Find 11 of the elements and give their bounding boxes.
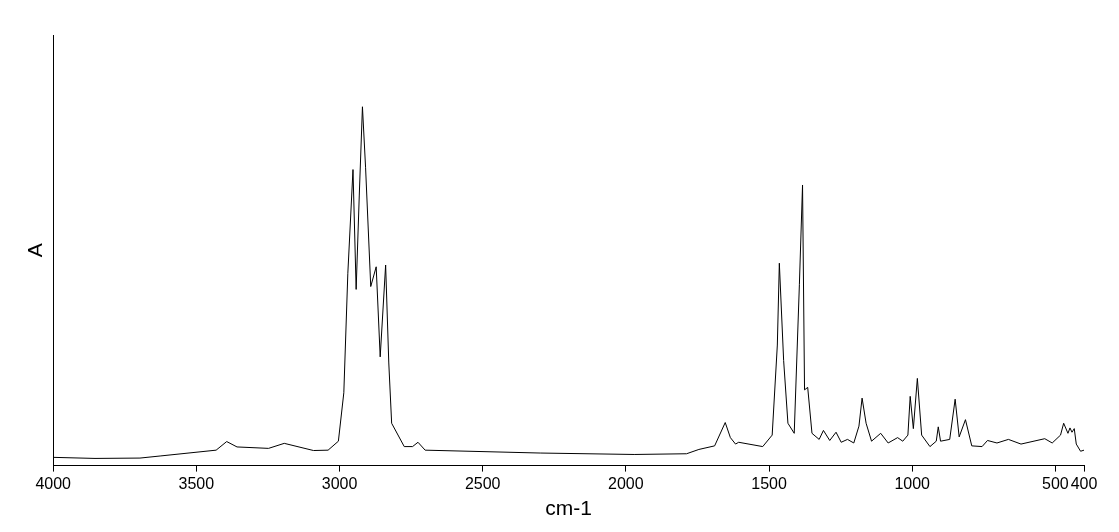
x-tick-label: 4000 <box>35 474 72 492</box>
x-tick-label: 3500 <box>178 474 215 492</box>
x-tick-label: 500 <box>1042 474 1069 492</box>
y-axis-title: A <box>23 243 47 258</box>
x-tick-label: 400 <box>1070 474 1098 492</box>
x-tick-label: 2500 <box>464 474 501 492</box>
x-tick-label: 1500 <box>751 474 787 492</box>
x-axis-title: cm-1 <box>545 496 592 520</box>
x-tick-label: 1000 <box>894 474 931 492</box>
x-tick-label: 2000 <box>608 474 644 492</box>
x-tick-label: 3000 <box>321 474 358 492</box>
